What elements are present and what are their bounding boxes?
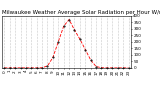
Text: Milwaukee Weather Average Solar Radiation per Hour W/m2 (Last 24 Hours): Milwaukee Weather Average Solar Radiatio…	[2, 10, 160, 15]
